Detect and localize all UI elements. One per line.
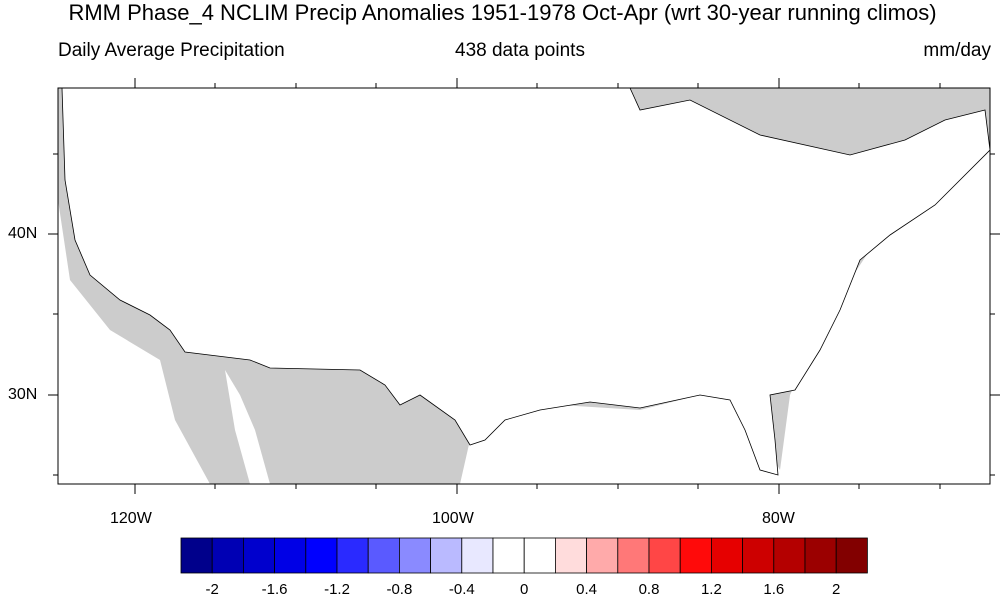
colorbar-swatch xyxy=(367,537,400,574)
colorbar-label: -0.8 xyxy=(386,581,413,598)
colorbar-label: 1.6 xyxy=(763,581,785,598)
lat-label-40n: 40N xyxy=(8,225,38,242)
colorbar-label: 0.4 xyxy=(576,581,598,598)
colorbar-swatch xyxy=(617,537,650,574)
colorbar-swatch xyxy=(492,537,525,574)
colorbar-swatch xyxy=(835,537,868,574)
lon-label-80w: 80W xyxy=(762,510,795,527)
colorbar-swatch xyxy=(648,537,681,574)
lon-label-120w: 120W xyxy=(110,510,152,527)
colorbar-swatch xyxy=(679,537,712,574)
colorbar-label: -0.4 xyxy=(448,581,475,598)
colorbar-swatch xyxy=(586,537,619,574)
colorbar-swatch xyxy=(804,537,837,574)
colorbar-swatch xyxy=(430,537,463,574)
colorbar-swatch xyxy=(211,537,244,574)
pacific-ocean xyxy=(58,88,210,484)
colorbar-label: -2 xyxy=(205,581,219,598)
colorbar-label: -1.2 xyxy=(324,581,350,598)
colorbar-swatch xyxy=(742,537,775,574)
lat-ticks xyxy=(48,153,1000,476)
colorbar xyxy=(180,537,868,574)
colorbar-label: 1.2 xyxy=(700,581,722,598)
lon-ticks xyxy=(134,78,941,494)
colorbar-swatch xyxy=(398,537,431,574)
units-label: mm/day xyxy=(923,40,991,61)
colorbar-swatch xyxy=(336,537,369,574)
gulf-of-california xyxy=(225,370,270,484)
lat-label-30n: 30N xyxy=(8,386,38,403)
colorbar-label: 0 xyxy=(520,581,529,598)
colorbar-swatch xyxy=(242,537,275,574)
colorbar-swatch xyxy=(555,537,588,574)
colorbar-swatch xyxy=(274,537,307,574)
colorbar-swatch xyxy=(523,537,556,574)
left-subtitle: Daily Average Precipitation xyxy=(58,40,285,61)
colorbar-swatch xyxy=(773,537,806,574)
colorbar-label: 0.8 xyxy=(638,581,660,598)
colorbar-label: 2 xyxy=(832,581,841,598)
atlantic-ocean xyxy=(780,150,990,484)
colorbar-swatch xyxy=(180,537,213,574)
chart-title: RMM Phase_4 NCLIM Precip Anomalies 1951-… xyxy=(68,0,937,25)
colorbar-label: -1.6 xyxy=(261,581,288,598)
lon-label-100w: 100W xyxy=(432,510,474,527)
colorbar-swatch xyxy=(305,537,338,574)
colorbar-swatch xyxy=(711,537,744,574)
map-frame xyxy=(57,87,991,485)
colorbar-swatch xyxy=(461,537,494,574)
gulf-of-mexico xyxy=(460,395,800,484)
center-subtitle: 438 data points xyxy=(455,40,585,61)
